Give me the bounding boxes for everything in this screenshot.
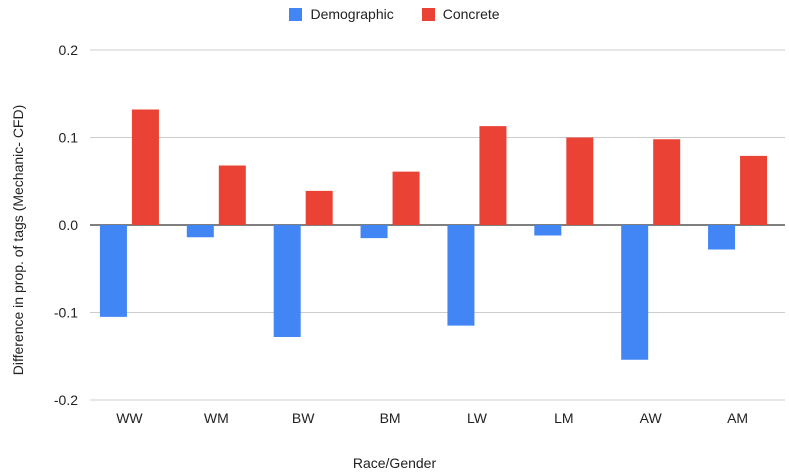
bar-demographic-am (708, 225, 736, 250)
y-tick-label: 0.1 (59, 130, 79, 146)
x-tick-label: BW (292, 410, 315, 426)
bar-demographic-wm (186, 225, 214, 238)
bar-concrete-lw (479, 126, 507, 225)
x-axis-label: Race/Gender (352, 455, 437, 471)
y-tick-label: -0.2 (54, 392, 78, 408)
bar-concrete-wm (218, 165, 246, 225)
legend-label-concrete: Concrete (442, 6, 500, 22)
bar-concrete-bm (392, 171, 420, 225)
bar-concrete-am (740, 155, 768, 225)
x-tick-label: AW (640, 410, 663, 426)
bar-demographic-bm (360, 225, 388, 239)
x-tick-label: LM (554, 410, 573, 426)
bar-demographic-lw (447, 225, 475, 326)
bar-concrete-lm (566, 137, 594, 225)
bar-demographic-lm (534, 225, 562, 236)
x-tick-label: BM (380, 410, 401, 426)
y-tick-label: 0.0 (59, 217, 79, 233)
bar-concrete-aw (653, 139, 681, 225)
y-tick-label: 0.2 (59, 42, 79, 58)
y-tick-label: -0.1 (54, 305, 78, 321)
y-axis-label: Difference in prop. of tags (Mechanic- C… (10, 104, 26, 376)
x-tick-label: AM (727, 410, 748, 426)
legend: Demographic Concrete (0, 6, 789, 22)
x-tick-label: LW (467, 410, 488, 426)
legend-item-concrete: Concrete (421, 6, 500, 22)
legend-label-demographic: Demographic (310, 6, 394, 22)
legend-item-demographic: Demographic (289, 6, 394, 22)
bar-concrete-bw (305, 190, 333, 225)
legend-swatch-demographic (289, 7, 303, 21)
bar-demographic-ww (99, 225, 127, 317)
bar-demographic-aw (621, 225, 649, 360)
x-tick-label: WM (204, 410, 229, 426)
legend-swatch-concrete (421, 7, 435, 21)
bar-demographic-bw (273, 225, 301, 337)
bar-concrete-ww (131, 109, 159, 225)
x-tick-label: WW (116, 410, 143, 426)
